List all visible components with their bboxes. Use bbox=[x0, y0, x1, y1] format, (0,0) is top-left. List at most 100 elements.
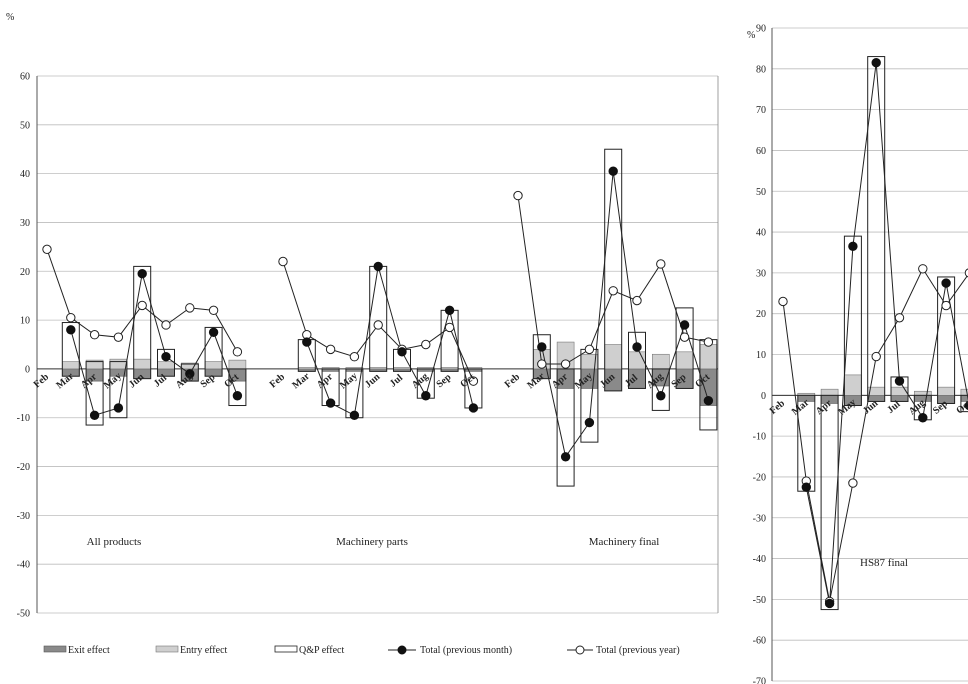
group-label: All products bbox=[87, 536, 142, 548]
prev-year-point bbox=[42, 244, 52, 255]
prev-month-point bbox=[871, 57, 881, 68]
qp-effect-box bbox=[604, 148, 623, 392]
legend-swatch-entry bbox=[155, 645, 179, 653]
y-tick-label: -10 bbox=[17, 413, 30, 424]
y-tick-label: -10 bbox=[753, 432, 766, 443]
entry-effect-bar bbox=[699, 344, 718, 370]
x-tick-label: Jun bbox=[363, 371, 383, 390]
prev-year-point bbox=[137, 300, 147, 311]
y-tick-label: 70 bbox=[756, 105, 766, 116]
prev-year-point bbox=[161, 320, 171, 330]
prev-month-point bbox=[373, 261, 383, 272]
y-tick-label: 30 bbox=[20, 218, 30, 229]
y-tick-label: -20 bbox=[753, 472, 766, 483]
entry-effect-bar bbox=[133, 358, 151, 370]
y-tick-label: 80 bbox=[756, 64, 766, 75]
prev-month-point bbox=[608, 166, 618, 176]
x-tick-label: Jul bbox=[388, 372, 405, 389]
legend-label-prev-month: Total (previous month) bbox=[420, 645, 512, 656]
entry-effect-bar bbox=[960, 388, 968, 396]
qp-effect-box bbox=[532, 334, 551, 380]
prev-month-line bbox=[805, 62, 968, 604]
y-tick-label: 30 bbox=[756, 268, 766, 279]
entry-effect-bar bbox=[913, 390, 932, 396]
prev-year-point bbox=[560, 359, 571, 369]
y-tick-label: 60 bbox=[20, 72, 30, 83]
qp-effect-box bbox=[675, 307, 694, 389]
unit-label: % bbox=[747, 30, 755, 41]
y-tick-label: -30 bbox=[17, 511, 30, 522]
x-tick-label: Feb bbox=[268, 371, 288, 390]
prev-month-point bbox=[232, 391, 243, 401]
qp-effect-box bbox=[109, 361, 128, 419]
legend-marker-prev-year bbox=[575, 645, 585, 655]
prev-month-point bbox=[964, 401, 968, 411]
prev-year-point bbox=[89, 330, 100, 340]
x-tick-label: May bbox=[338, 371, 360, 392]
entry-effect-bar bbox=[675, 351, 694, 370]
prev-year-point bbox=[584, 344, 595, 355]
entry-effect-bar bbox=[820, 388, 839, 396]
entry-effect-bar bbox=[937, 386, 955, 396]
qp-effect-box bbox=[180, 363, 199, 382]
prev-year-point bbox=[113, 332, 124, 342]
prev-month-line bbox=[70, 273, 238, 416]
qp-effect-box bbox=[867, 56, 886, 402]
prev-year-point bbox=[871, 351, 881, 362]
prev-year-point bbox=[421, 339, 431, 350]
prev-year-point bbox=[444, 322, 455, 333]
legend-swatch-prev-year bbox=[567, 645, 593, 655]
prev-year-point bbox=[468, 376, 479, 386]
group-label: Machinery final bbox=[589, 536, 660, 548]
legend-swatch-prev-month bbox=[388, 645, 416, 655]
y-tick-label: 20 bbox=[20, 267, 30, 278]
prev-year-point bbox=[703, 337, 714, 347]
qp-effect-box bbox=[204, 326, 223, 377]
prev-month-point bbox=[397, 347, 407, 357]
prev-month-point bbox=[161, 352, 171, 362]
prev-year-point bbox=[513, 190, 523, 201]
prev-month-point bbox=[824, 598, 835, 609]
prev-year-point bbox=[941, 300, 951, 311]
prev-year-point bbox=[632, 295, 642, 306]
prev-month-point bbox=[656, 391, 666, 401]
prev-year-point bbox=[918, 264, 928, 274]
prev-month-line bbox=[306, 266, 474, 417]
right-chart-panel: -70 -60 -50 -40 -30 -20 -10 0 10 20 30 40 50 60 70 80 90… bbox=[747, 24, 968, 684]
qp-effect-box bbox=[651, 368, 670, 411]
prev-month-point bbox=[918, 413, 928, 423]
prev-month-point bbox=[137, 269, 147, 279]
legend-marker-prev-month bbox=[397, 645, 407, 655]
prev-year-point bbox=[537, 359, 547, 369]
entry-effect-bar bbox=[393, 367, 411, 370]
prev-month-point bbox=[113, 403, 124, 413]
y-tick-label: 40 bbox=[20, 169, 30, 180]
qp-effect-box bbox=[61, 322, 80, 377]
y-tick-label: -60 bbox=[753, 636, 766, 647]
qp-effect-box bbox=[228, 368, 247, 407]
prev-month-point bbox=[584, 417, 595, 428]
qp-effect-box bbox=[820, 394, 839, 611]
y-tick-label: -40 bbox=[17, 560, 30, 571]
y-tick-label: 20 bbox=[756, 309, 766, 320]
x-tick-label: Aug bbox=[410, 371, 431, 391]
prev-month-point bbox=[349, 410, 360, 420]
y-tick-label: 10 bbox=[20, 316, 30, 327]
prev-year-point bbox=[656, 259, 666, 269]
x-tick-label: Feb bbox=[503, 371, 523, 390]
x-tick-label: Mar bbox=[290, 370, 312, 391]
prev-month-point bbox=[185, 369, 195, 379]
prev-month-point bbox=[560, 452, 571, 462]
prev-year-point bbox=[894, 313, 905, 323]
prev-month-point bbox=[302, 337, 312, 347]
qp-effect-box bbox=[960, 394, 968, 413]
qp-effect-box bbox=[85, 361, 104, 426]
qp-effect-box bbox=[369, 265, 388, 372]
y-tick-label: -40 bbox=[753, 554, 766, 565]
prev-year-point bbox=[349, 352, 360, 362]
y-tick-label: 0 bbox=[25, 364, 30, 375]
group-label: HS87 final bbox=[860, 557, 908, 569]
entry-effect-bar bbox=[204, 361, 223, 370]
y-tick-label: -70 bbox=[753, 677, 766, 684]
